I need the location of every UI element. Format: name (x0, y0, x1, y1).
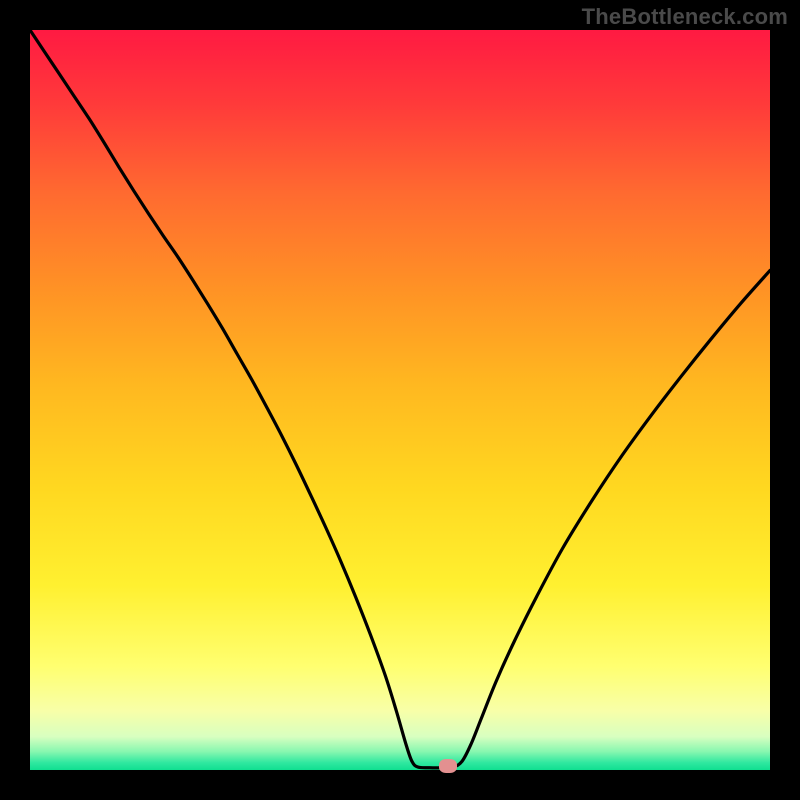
bottleneck-curve (30, 30, 770, 768)
chart-curve-svg (30, 30, 770, 770)
chart-plot-area (30, 30, 770, 770)
watermark-text: TheBottleneck.com (582, 4, 788, 30)
optimum-marker (439, 759, 457, 773)
